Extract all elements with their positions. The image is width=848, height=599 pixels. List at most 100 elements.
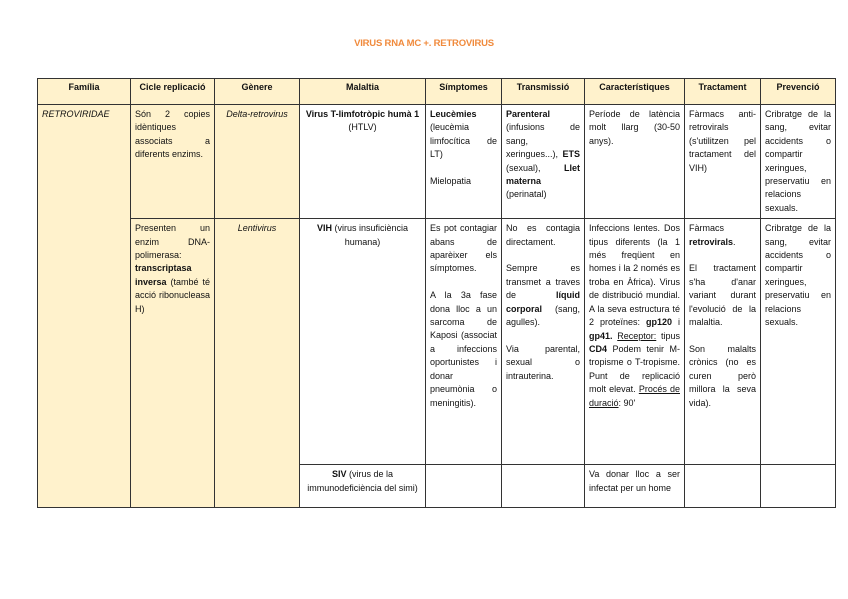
- text-run: : 90': [618, 397, 636, 408]
- text-run: Procés de duració: [589, 384, 680, 408]
- header-malaltia: Malaltia: [299, 78, 426, 105]
- text-run: transcriptasa inversa: [135, 263, 192, 287]
- cell-simptomes: [425, 464, 502, 509]
- cell-paragraph: Parenteral (infusions de sang, xeringues…: [506, 108, 580, 202]
- text-run: Període de latència molt llarg (30-50 an…: [589, 109, 680, 146]
- text-run: Presenten un enzim DNA-polimerasa:: [135, 223, 210, 261]
- text-run: Infeccions lentes. Dos tipus diferents (…: [589, 223, 680, 328]
- cell-simptomes: Leucèmies (leucèmia limfocítica de LT) Mi…: [425, 103, 502, 220]
- text-run: Fàrmacs: [689, 223, 725, 234]
- cell-paragraph: Va donar lloc a ser infectat per un home: [589, 468, 680, 495]
- cell-paragraph: SIV (virus de la immunodeficiència del s…: [304, 468, 421, 495]
- text-run: (virus insuficiència humana): [331, 223, 409, 247]
- header-caracteristiques: Característiques: [584, 78, 685, 105]
- header-tractament: Tractament: [684, 78, 761, 105]
- text-run: Son malalts crònics (no es curen però mi…: [689, 343, 756, 408]
- cell-paragraph: Sempre es transmet a traves de líquid co…: [506, 262, 580, 329]
- table-row: Presenten un enzim DNA-polimerasa: trans…: [38, 218, 836, 509]
- cell-cicle: Són 2 copies idèntiques associats a dife…: [130, 103, 215, 220]
- text-run: (infusions de sang, xeringues...),: [506, 122, 580, 160]
- header-prevencio: Prevenció: [760, 78, 836, 105]
- cell-paragraph: VIH (virus insuficiència humana): [304, 222, 421, 249]
- text-run: RETROVIRIDAE: [42, 109, 110, 119]
- text-run: A la 3a fase dona lloc a un sarcoma de K…: [430, 290, 497, 408]
- text-run: (virus de la immunodeficiència del simi): [307, 469, 418, 493]
- text-run: SIV: [331, 469, 347, 480]
- cell-paragraph: Cribratge de la sang, evitar accidents o…: [765, 222, 831, 329]
- text-run: Llet materna: [506, 162, 580, 187]
- header-simptomes: Símptomes: [425, 78, 502, 105]
- text-run: Lentivirus: [237, 223, 277, 234]
- table-row: SIV (virus de la immunodeficiència del s…: [38, 464, 836, 509]
- cell-malaltia: SIV (virus de la immunodeficiència del s…: [299, 464, 426, 509]
- cell-paragraph: Via parental, sexual o intrauterina.: [506, 343, 580, 383]
- text-run: líquid corporal: [506, 290, 580, 314]
- text-run: (HTLV): [348, 122, 377, 133]
- cell-paragraph: No es contagia directament.: [506, 222, 580, 249]
- text-run: Leucèmies: [430, 109, 477, 119]
- text-run: tipus: [656, 330, 680, 341]
- cell-paragraph: Virus T-limfotròpic humà 1 (HTLV): [304, 108, 421, 135]
- cell-simptomes: Es pot contagiar abans de aparèixer els …: [425, 218, 502, 466]
- text-run: (perinatal): [506, 189, 547, 200]
- cell-paragraph: Mielopatia: [430, 175, 497, 188]
- text-run: CD4: [589, 343, 608, 354]
- text-run: Cribratge de la sang, evitar accidents o…: [765, 109, 831, 213]
- text-run: Via parental, sexual o intrauterina.: [506, 343, 580, 381]
- table-row: RETROVIRIDAE Són 2 copies idèntiques ass…: [37, 103, 836, 509]
- text-run: (també té acció ribonucleasa H): [135, 276, 210, 314]
- cell-caracteristiques: Infeccions lentes. Dos tipus diferents (…: [584, 218, 685, 466]
- cell-tractament: [684, 464, 761, 509]
- text-run: Sempre es transmet a traves de: [506, 263, 580, 301]
- cell-transmissio: Parenteral (infusions de sang, xeringues…: [501, 103, 585, 220]
- text-run: gp41.: [589, 330, 613, 341]
- cell-genere: Lentivirus: [214, 218, 300, 509]
- cell-malaltia: Virus T-limfotròpic humà 1 (HTLV): [299, 103, 426, 220]
- cell-paragraph: Leucèmies (leucèmia limfocítica de LT): [430, 108, 497, 162]
- text-run: Virus T-limfotròpic humà 1: [305, 109, 420, 119]
- text-run: ETS: [562, 149, 580, 160]
- document-title: VIRUS RNA MC +. RETROVIRUS: [354, 38, 494, 49]
- text-run: (sang, agulles).: [506, 303, 580, 328]
- cell-malaltia: VIH (virus insuficiència humana): [299, 218, 426, 466]
- cell-paragraph: Període de latència molt llarg (30-50 an…: [589, 108, 680, 148]
- cell-paragraph: Es pot contagiar abans de aparèixer els …: [430, 222, 497, 276]
- cell-paragraph: El tractament s'ha d'anar variant durant…: [689, 262, 756, 329]
- cell-paragraph: Son malalts crònics (no es curen però mi…: [689, 343, 756, 410]
- cell-transmissio: No es contagia directament. Sempre es tra…: [501, 218, 585, 466]
- text-run: Es pot contagiar abans de aparèixer els …: [430, 223, 497, 274]
- cell-paragraph: A la 3a fase dona lloc a un sarcoma de K…: [430, 289, 497, 410]
- text-run: VIH: [316, 223, 332, 234]
- cell-prevencio: Cribratge de la sang, evitar accidents o…: [760, 218, 836, 466]
- cell-caracteristiques: Va donar lloc a ser infectat per un home: [584, 464, 685, 509]
- cell-tractament: Fàrmacs anti-retrovirals (s'utilitzen pe…: [684, 103, 761, 220]
- text-run: (sexual),: [506, 162, 564, 173]
- cell-familia: RETROVIRIDAE: [37, 103, 131, 509]
- text-run: Parenteral: [506, 109, 551, 119]
- text-run: .: [733, 236, 736, 247]
- text-run: Podem tenir M-tropisme o T-tropisme. Pun…: [589, 343, 680, 395]
- cell-paragraph: Cribratge de la sang, evitar accidents o…: [765, 108, 831, 215]
- header-row: Família Cicle replicació Gènere Malaltia…: [37, 78, 836, 105]
- cell-genere: Delta-retrovirus: [214, 103, 300, 220]
- text-run: Fàrmacs anti-retrovirals (s'utilitzen pe…: [689, 109, 756, 173]
- text-run: Mielopatia: [430, 176, 472, 187]
- cell-paragraph: Fàrmacs retrovirals.: [689, 222, 756, 249]
- cell-tractament: Fàrmacs retrovirals. El tractament s'ha d…: [684, 218, 761, 466]
- cell-prevencio: [760, 464, 836, 509]
- cell-caracteristiques: Període de latència molt llarg (30-50 an…: [584, 103, 685, 220]
- text-run: Va donar lloc a ser infectat per un home: [589, 469, 680, 493]
- cell-cicle: Presenten un enzim DNA-polimerasa: trans…: [130, 218, 215, 509]
- cell-paragraph: Delta-retrovirus: [219, 108, 295, 121]
- text-run: Delta-retrovirus: [226, 109, 288, 119]
- cell-prevencio: Cribratge de la sang, evitar accidents o…: [760, 103, 836, 220]
- text-run: Cribratge de la sang, evitar accidents o…: [765, 223, 831, 328]
- header-cicle: Cicle replicació: [130, 78, 215, 105]
- text-run: retrovirals: [689, 236, 734, 247]
- header-transmissio: Transmissió: [501, 78, 585, 105]
- header-genere: Gènere: [214, 78, 300, 105]
- cell-paragraph: Fàrmacs anti-retrovirals (s'utilitzen pe…: [689, 108, 756, 175]
- cell-paragraph: Són 2 copies idèntiques associats a dife…: [135, 108, 210, 162]
- text-run: gp120: [646, 317, 673, 328]
- cell-paragraph: Infeccions lentes. Dos tipus diferents (…: [589, 222, 680, 410]
